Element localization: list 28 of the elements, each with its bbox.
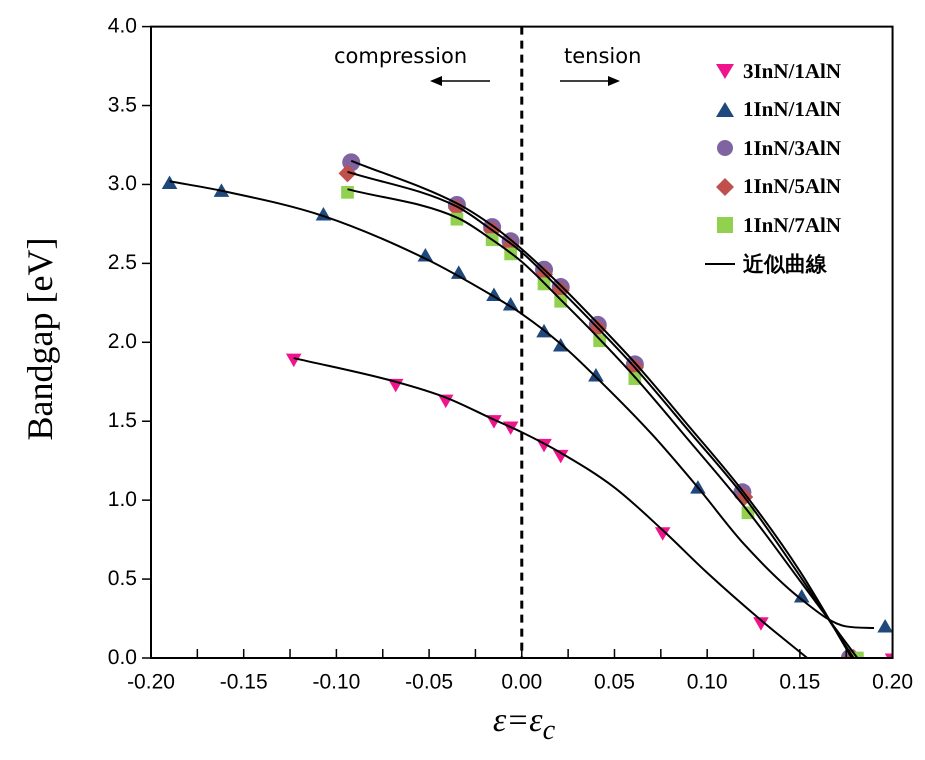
y-tick-label: 3.5 <box>108 93 137 116</box>
legend-label: 1InN/1AlN <box>743 97 842 122</box>
y-tick-label: 2.0 <box>108 330 137 354</box>
y-tick-label: 0.0 <box>108 646 137 669</box>
legend-label: 近似曲線 <box>743 250 827 278</box>
y-tick-label: 1.5 <box>108 409 137 432</box>
y-tick-label: 0.5 <box>108 566 137 590</box>
legend-label: 1InN/5AlN <box>743 174 842 200</box>
y-tick-label: 3.0 <box>108 172 137 196</box>
x-tick-label: -0.10 <box>312 670 360 694</box>
legend-label: 1InN/7AlN <box>743 212 842 238</box>
x-tick-label: 0.20 <box>872 670 913 694</box>
x-tick-label: 0.10 <box>686 670 728 694</box>
x-tick-label: 0.00 <box>501 670 542 694</box>
y-tick-label: 2.5 <box>108 251 137 274</box>
x-axis-title: ε=ε$_{c}$ <box>492 702 556 747</box>
annotation: compression <box>334 44 468 68</box>
y-tick-label: 1.0 <box>108 488 137 511</box>
legend-label: 3InN/1AlN <box>743 58 842 84</box>
x-tick-label: 0.05 <box>594 670 635 694</box>
x-tick-label: -0.15 <box>220 670 268 694</box>
annotation: tension <box>564 44 642 68</box>
legend-label: 1InN/3AlN <box>743 136 842 161</box>
x-tick-label: -0.05 <box>405 670 454 694</box>
x-tick-label: -0.20 <box>127 670 175 694</box>
x-tick-label: 0.15 <box>779 670 820 694</box>
y-axis-title: Bandgap [eV] <box>19 238 61 440</box>
y-tick-label: 4.0 <box>108 14 137 38</box>
